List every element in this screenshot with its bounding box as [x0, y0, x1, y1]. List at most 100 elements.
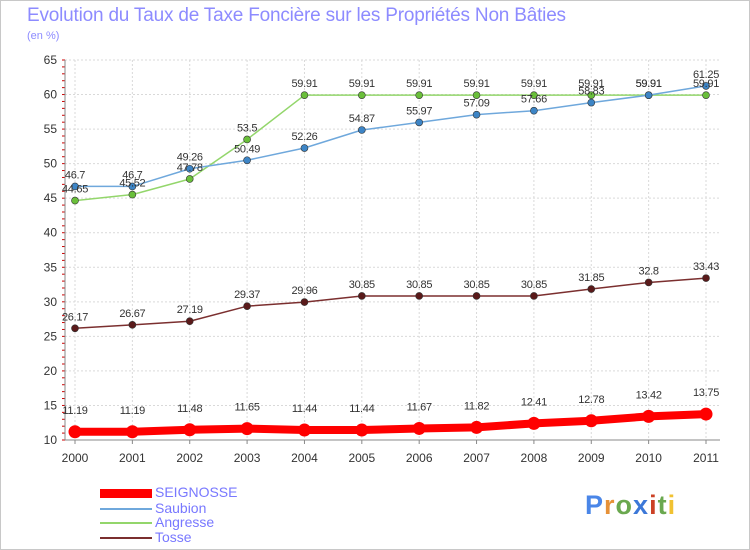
data-label-angresse: 59.91 [406, 78, 432, 90]
data-label-layer: 11.19 11.19 11.48 11.65 11.44 11.44 11.67 11.82… [62, 69, 720, 417]
data-label-tosse: 30.85 [406, 279, 432, 291]
y-tick-label: 25 [44, 329, 58, 343]
legend-swatch-tosse [100, 537, 152, 539]
x-tick-label: 2003 [234, 451, 261, 465]
data-point-tosse [358, 292, 366, 300]
axis-layer: 10 15 20 25 30 35 40 45 50 55 60 65 2000 2001 2002 2003… [44, 53, 720, 465]
data-label-angresse: 59.91 [578, 78, 604, 90]
data-label-angresse: 59.91 [291, 78, 317, 90]
data-label-angresse: 59.91 [636, 78, 662, 90]
data-label-saubion: 59.91 [636, 78, 662, 90]
data-point-seignosse [183, 423, 197, 437]
legend-swatch-seignosse [100, 488, 152, 498]
logo-letter: x [633, 490, 650, 520]
data-label-tosse: 30.85 [521, 279, 547, 291]
data-point-saubion [243, 156, 251, 165]
data-point-saubion [702, 82, 710, 90]
data-label-angresse: 44.65 [62, 184, 88, 196]
data-point-seignosse [240, 422, 254, 436]
data-point-seignosse [412, 421, 426, 435]
data-label-saubion: 50.49 [234, 143, 260, 155]
x-tick-label: 2001 [119, 451, 146, 465]
data-point-saubion [300, 144, 309, 152]
logo-letter: o [615, 490, 634, 520]
logo-letter: P [585, 490, 605, 520]
logo-letter: i [667, 490, 677, 520]
data-label-angresse: 59.91 [693, 78, 719, 90]
data-label-tosse: 32.8 [639, 265, 659, 277]
data-label-saubion: 55.97 [406, 105, 432, 117]
data-label-angresse: 45.52 [119, 178, 145, 190]
data-label-tosse: 26.67 [119, 308, 145, 320]
series-line-tosse [74, 277, 707, 330]
data-point-angresse [702, 91, 710, 99]
x-tick-label: 2011 [693, 451, 719, 465]
data-label-tosse: 33.43 [693, 261, 719, 273]
data-label-saubion: 61.25 [693, 69, 719, 81]
data-label-saubion: 58.83 [578, 86, 604, 98]
data-point-tosse [587, 285, 596, 293]
y-tick-label: 50 [44, 157, 58, 171]
data-point-tosse [530, 292, 538, 300]
x-tick-label: 2006 [406, 451, 433, 465]
data-label-tosse: 27.19 [177, 304, 203, 316]
data-label-seignosse: 13.75 [693, 387, 719, 399]
data-point-saubion [71, 182, 79, 191]
data-point-seignosse [68, 425, 82, 439]
data-point-seignosse [355, 423, 369, 437]
grid-layer [65, 59, 720, 441]
data-label-tosse: 29.96 [291, 285, 317, 297]
data-point-saubion [587, 98, 596, 107]
y-tick-label: 40 [44, 226, 58, 240]
legend-label-tosse: Tosse [155, 529, 192, 545]
data-label-tosse: 30.85 [464, 279, 490, 291]
series-line-saubion [74, 85, 707, 188]
logo-letter: r [604, 490, 616, 520]
data-label-seignosse: 11.44 [349, 403, 374, 415]
x-tick-label: 2000 [62, 451, 89, 465]
data-point-seignosse [297, 423, 311, 437]
data-label-seignosse: 11.65 [234, 402, 259, 414]
chart-title: Evolution du Taux de Taxe Foncière sur l… [27, 5, 566, 26]
data-label-seignosse: 11.82 [464, 400, 489, 412]
data-label-seignosse: 13.42 [636, 389, 662, 401]
data-label-saubion: 46.7 [65, 169, 85, 181]
x-tick-label: 2002 [176, 451, 203, 465]
y-axis-unit: (en %) [27, 30, 60, 42]
data-label-saubion: 52.26 [291, 131, 317, 143]
data-point-seignosse [527, 416, 541, 430]
data-point-tosse [644, 278, 653, 287]
data-point-tosse [185, 317, 194, 326]
data-label-angresse: 53.5 [237, 122, 257, 134]
legend-swatch-angresse [100, 522, 152, 524]
plot-area [65, 60, 720, 440]
data-point-saubion [185, 164, 194, 173]
x-tick-label: 2010 [635, 451, 662, 465]
data-point-angresse [530, 91, 538, 99]
data-point-tosse [300, 298, 309, 306]
data-point-angresse [472, 91, 481, 99]
data-point-angresse [243, 135, 251, 144]
data-label-angresse: 59.91 [464, 78, 490, 90]
data-point-saubion [644, 91, 653, 99]
legend-label-angresse: Angresse [155, 514, 215, 530]
y-tick-label: 60 [44, 88, 58, 102]
data-point-seignosse [584, 414, 598, 428]
data-point-saubion [415, 118, 423, 127]
data-point-angresse [128, 190, 137, 199]
data-label-tosse: 30.85 [349, 279, 375, 291]
data-point-angresse [185, 175, 194, 183]
data-point-seignosse [642, 409, 656, 423]
logo-letter: t [657, 490, 668, 520]
data-label-seignosse: 12.41 [521, 396, 547, 408]
data-point-saubion [358, 126, 366, 134]
y-tick-label: 30 [44, 295, 58, 309]
legend-label-saubion: Saubion [155, 500, 207, 516]
data-point-angresse [415, 91, 423, 99]
data-label-saubion: 57.09 [464, 98, 490, 110]
data-point-angresse [358, 91, 366, 99]
data-label-saubion: 54.87 [349, 113, 375, 125]
data-label-tosse: 29.37 [234, 289, 260, 301]
data-point-angresse [71, 196, 79, 205]
data-point-tosse [415, 292, 423, 300]
